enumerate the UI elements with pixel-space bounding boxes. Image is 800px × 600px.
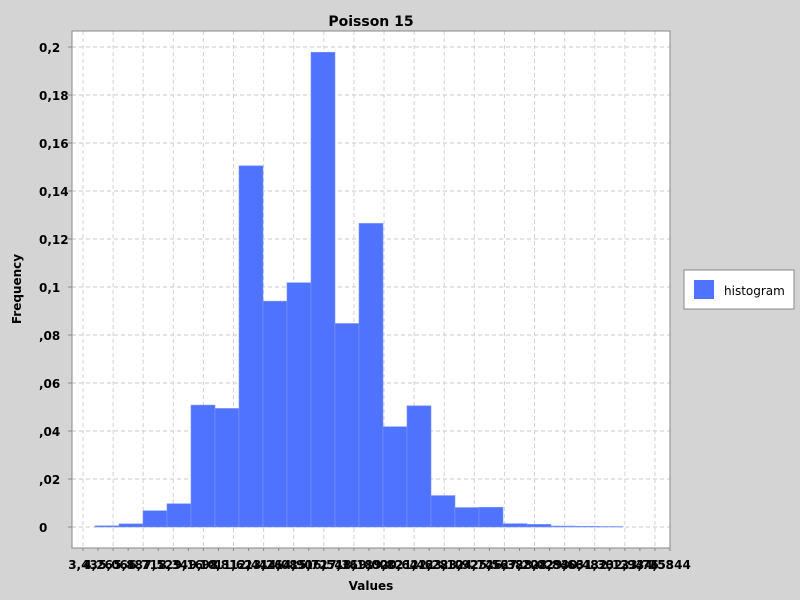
histogram-bar (454, 507, 480, 528)
y-axis: 0 ,02 ,04 ,06 ,08 0,1 0,12 0,14 0,16 0,18 0,2 (39, 41, 72, 535)
y-tick-label: 0,18 (39, 89, 69, 103)
x-tick-label: 24,74 (455, 558, 493, 572)
x-tick-label: 29,66 (546, 558, 584, 572)
x-tick-label: 13,26 (245, 558, 283, 572)
x-tick-label: 32,12 (591, 558, 629, 572)
x-tick-label: 3,43 (68, 558, 98, 572)
x-tick-label: 12,44 (230, 558, 268, 572)
histogram-bar (94, 525, 120, 528)
y-tick-label: ,08 (39, 329, 60, 343)
y-tick-label: 0,2 (39, 41, 60, 55)
histogram-bar (118, 523, 144, 528)
x-tick-label: 34,58 (636, 558, 674, 572)
x-tick-label: 8,34 (159, 558, 189, 572)
histogram-bar (358, 223, 384, 528)
x-tick-label: 11,62 (215, 558, 253, 572)
histogram-bar (430, 495, 456, 528)
y-tick-label: ,02 (39, 473, 60, 487)
x-tick-label: 9,16 (174, 558, 204, 572)
x-tick-label: 5,88 (113, 558, 143, 572)
histogram-bar (478, 507, 504, 528)
legend-label: histogram (724, 284, 785, 298)
x-tick-label: 28,84 (531, 558, 569, 572)
legend-swatch (694, 280, 714, 299)
x-tick-label: 5,06 (98, 558, 128, 572)
x-tick-label: 35344 (649, 558, 691, 572)
x-tick-label: 10,81 (199, 558, 237, 572)
x-tick-label: 6,71 (128, 558, 158, 572)
y-axis-title: Frequency (10, 254, 24, 324)
histogram-bar (334, 323, 360, 528)
x-tick-label: 31,30 (576, 558, 614, 572)
histogram-bar (142, 510, 168, 528)
x-tick-label: 19,00 (350, 558, 388, 572)
legend: histogram (683, 269, 795, 310)
histogram-bar (190, 404, 216, 528)
histogram-bar (574, 525, 600, 528)
y-tick-label: 0,14 (39, 185, 69, 199)
x-tick-label: 23,10 (425, 558, 463, 572)
x-tick-label: 23,92 (440, 558, 478, 572)
x-tick-label: 20,64 (380, 558, 418, 572)
x-tick-label: 14,90 (275, 558, 313, 572)
histogram-bar (238, 165, 264, 528)
chart-title: Poisson 15 (328, 14, 413, 30)
histogram-bar (406, 405, 432, 528)
x-tick-label: 17,36 (320, 558, 358, 572)
x-tick-label: 32,94 (606, 558, 644, 572)
x-tick-label: 18,18 (335, 558, 373, 572)
histogram-bar (502, 523, 528, 528)
histogram-bar (286, 282, 312, 528)
x-tick-label: 21,46 (395, 558, 433, 572)
x-tick-label: 28,02 (516, 558, 554, 572)
y-tick-label: 0,12 (39, 233, 69, 247)
histogram-bar (526, 524, 552, 528)
x-tick-label: 4,26 (83, 558, 113, 572)
x-tick-label: 30,48 (561, 558, 599, 572)
x-axis-title: Values (349, 579, 394, 593)
x-tick-label: 14,08 (260, 558, 298, 572)
histogram-bar (550, 525, 576, 528)
x-tick-label: 16,54 (305, 558, 343, 572)
histogram-bar (382, 426, 408, 528)
bars (94, 51, 624, 528)
y-tick-label: ,04 (39, 425, 60, 439)
histogram-bar (310, 51, 336, 528)
x-tick-label: 27,20 (501, 558, 539, 572)
x-tick-label: 33,76 (621, 558, 659, 572)
x-tick-label: 15,72 (290, 558, 328, 572)
y-tick-label: ,06 (39, 377, 60, 391)
x-tick-label: 26,38 (485, 558, 523, 572)
histogram-bar (166, 503, 192, 528)
histogram-bar (262, 300, 288, 528)
y-tick-label: 0,16 (39, 137, 69, 151)
histogram-bar (214, 408, 240, 528)
y-tick-label: 0 (39, 521, 47, 535)
x-tick-label: 22,28 (410, 558, 448, 572)
x-tick-label: 7,52 (143, 558, 173, 572)
x-tick-label: 25,56 (470, 558, 508, 572)
x-tick-label: 9,98 (189, 558, 219, 572)
x-axis: 3,434,265,065,886,717,528,349,169,9810,8… (68, 547, 691, 572)
y-tick-label: 0,1 (39, 281, 60, 295)
histogram-bar (598, 526, 624, 528)
x-tick-label: 19,82 (365, 558, 403, 572)
